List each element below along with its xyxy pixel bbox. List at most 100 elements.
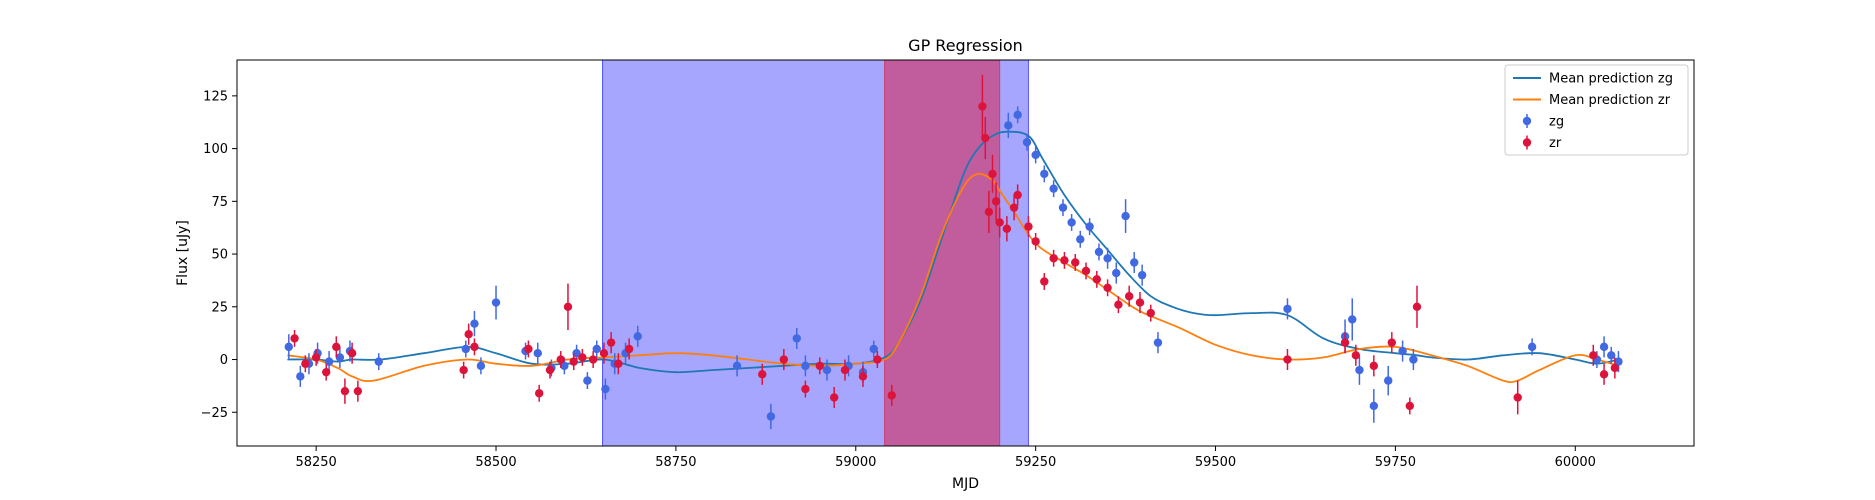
data-point-zr bbox=[1114, 300, 1123, 309]
data-point-zr bbox=[599, 348, 609, 358]
data-point-zr bbox=[459, 365, 468, 375]
data-point-zg bbox=[801, 361, 810, 371]
legend-label: zg bbox=[1549, 115, 1564, 130]
x-axis-label: MJD bbox=[952, 476, 979, 492]
data-point-zr bbox=[829, 393, 839, 402]
data-point-zr bbox=[578, 353, 587, 362]
data-point-zg bbox=[470, 319, 479, 328]
data-point-zr bbox=[614, 359, 623, 368]
x-tick-label: 58250 bbox=[295, 455, 336, 470]
data-point-zr bbox=[545, 365, 555, 375]
data-point-zr bbox=[1387, 338, 1397, 347]
data-point-zg bbox=[869, 344, 878, 354]
data-point-zr bbox=[569, 357, 578, 366]
y-tick-label: 50 bbox=[211, 248, 228, 263]
data-point-zg bbox=[1348, 315, 1357, 324]
x-tick-label: 58500 bbox=[475, 455, 516, 470]
data-point-zg bbox=[1085, 222, 1094, 231]
data-point-zr bbox=[984, 207, 994, 217]
legend-box bbox=[1504, 64, 1689, 156]
legend-swatch bbox=[1522, 138, 1532, 147]
data-point-zr bbox=[1060, 256, 1069, 265]
data-point-zr bbox=[1589, 351, 1598, 360]
data-point-zr bbox=[1610, 363, 1620, 373]
data-point-zg bbox=[633, 332, 642, 341]
data-point-zg bbox=[491, 298, 501, 307]
x-tick-label: 59750 bbox=[1375, 455, 1416, 470]
data-point-zg bbox=[1004, 121, 1013, 130]
data-point-zg bbox=[1527, 342, 1537, 352]
data-point-zr bbox=[1103, 283, 1112, 293]
data-point-zr bbox=[991, 197, 1001, 206]
data-point-zg bbox=[461, 344, 471, 354]
data-point-zg bbox=[374, 357, 383, 366]
data-point-zr bbox=[1092, 275, 1102, 284]
y-tick-label: 25 bbox=[211, 300, 228, 315]
data-point-zr bbox=[290, 334, 299, 343]
data-point-zg bbox=[560, 361, 569, 371]
data-point-zg bbox=[1013, 110, 1022, 120]
data-point-zr bbox=[340, 386, 350, 396]
data-point-zr bbox=[858, 372, 868, 381]
data-point-zg bbox=[1398, 346, 1407, 356]
data-point-zg bbox=[1022, 138, 1032, 147]
y-axis-ticks: −25 0 25 50 75 100 125 bbox=[201, 89, 237, 421]
shaded-region-2 bbox=[884, 60, 1001, 446]
data-point-zg bbox=[284, 342, 294, 352]
data-point-zr bbox=[1513, 393, 1522, 402]
y-axis-label: Flux [uJy] bbox=[175, 220, 191, 286]
data-point-zg bbox=[732, 361, 742, 371]
data-point-zg bbox=[1283, 304, 1292, 314]
x-tick-label: 59250 bbox=[1015, 455, 1056, 470]
y-tick-label: 75 bbox=[211, 195, 228, 210]
data-point-zr bbox=[301, 359, 310, 368]
data-point-zr bbox=[981, 133, 990, 143]
data-point-zr bbox=[1009, 203, 1019, 212]
data-point-zr bbox=[524, 344, 533, 354]
legend: Mean prediction zg Mean prediction zr zg zr bbox=[1504, 64, 1689, 156]
legend-label: Mean prediction zr bbox=[1549, 93, 1671, 108]
data-point-zr bbox=[332, 342, 341, 352]
legend-label: Mean prediction zg bbox=[1549, 72, 1673, 87]
data-point-zr bbox=[758, 370, 767, 379]
data-points bbox=[284, 74, 1623, 430]
data-point-zg bbox=[1137, 270, 1147, 280]
data-point-zr bbox=[606, 338, 616, 347]
data-point-zr bbox=[347, 348, 357, 358]
data-point-zr bbox=[840, 365, 850, 375]
data-point-zg bbox=[324, 357, 334, 366]
data-point-zg bbox=[1112, 268, 1121, 278]
data-point-zr bbox=[464, 330, 473, 339]
data-point-zg bbox=[1058, 203, 1068, 212]
data-point-zg bbox=[335, 353, 345, 362]
series-line-zr bbox=[287, 172, 1619, 384]
data-point-zg bbox=[1355, 365, 1364, 375]
data-point-zr bbox=[887, 391, 896, 400]
data-point-zg bbox=[1599, 342, 1609, 352]
legend-swatch bbox=[1522, 116, 1532, 126]
data-point-zr bbox=[1146, 308, 1155, 318]
data-point-zr bbox=[1351, 351, 1361, 360]
data-point-zg bbox=[601, 384, 610, 394]
data-point-zg bbox=[583, 376, 592, 385]
y-tick-label: 125 bbox=[203, 89, 228, 104]
data-point-zg bbox=[1130, 258, 1139, 267]
data-point-zr bbox=[1412, 302, 1422, 311]
series-line-zg bbox=[287, 130, 1619, 374]
data-point-zg bbox=[533, 348, 542, 358]
x-tick-label: 58750 bbox=[655, 455, 696, 470]
y-tick-label: −25 bbox=[201, 406, 228, 421]
x-tick-label: 60000 bbox=[1555, 455, 1596, 470]
data-point-zr bbox=[1002, 224, 1012, 233]
chart-title: GP Regression bbox=[908, 36, 1023, 55]
y-tick-label: 0 bbox=[220, 353, 228, 368]
data-point-zr bbox=[556, 355, 565, 364]
data-point-zg bbox=[1067, 218, 1076, 227]
x-tick-label: 59000 bbox=[835, 455, 876, 470]
data-point-zg bbox=[766, 412, 776, 421]
data-point-zr bbox=[1071, 258, 1080, 267]
data-point-zr bbox=[995, 218, 1004, 227]
data-point-zr bbox=[1283, 355, 1292, 364]
data-point-zr bbox=[470, 342, 479, 352]
